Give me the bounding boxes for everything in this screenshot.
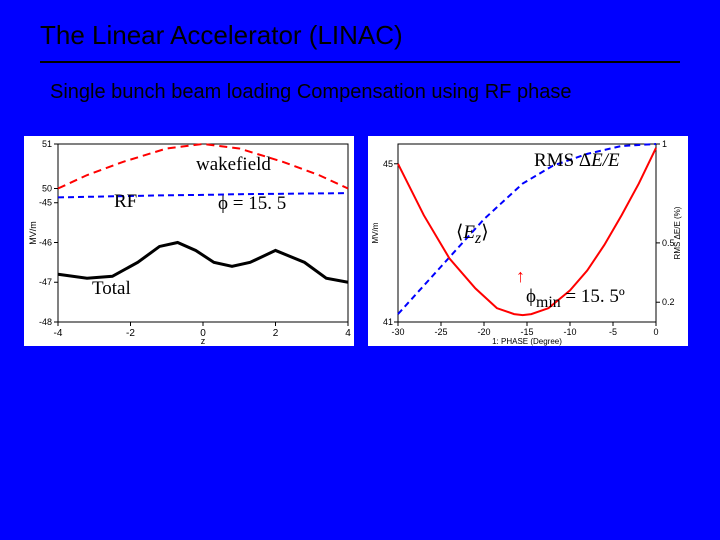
label-ez-close: ⟩ [481, 222, 488, 243]
svg-text:50: 50 [42, 184, 52, 194]
label-rms-delta: Δ [579, 150, 591, 171]
svg-text:-48: -48 [39, 317, 52, 327]
svg-text:-10: -10 [563, 327, 576, 337]
svg-text:-5: -5 [609, 327, 617, 337]
chart-right-svg: -30 -25 -20 -15 -10 -5 0 1: PHASE (Degree) 41 45 M… [368, 136, 688, 346]
svg-text:0: 0 [653, 327, 658, 337]
label-rms-pre: RMS [534, 150, 579, 171]
arrow-phimin-icon: ↑ [516, 267, 525, 285]
svg-text:-25: -25 [434, 327, 447, 337]
label-phi: ϕ = 15. 5 [218, 193, 286, 215]
chart-right-phase: -30 -25 -20 -15 -10 -5 0 1: PHASE (Degree) 41 45 M… [368, 136, 688, 346]
svg-text:z: z [201, 336, 206, 346]
svg-text:-2: -2 [126, 328, 135, 339]
label-ez-e: E [463, 222, 475, 243]
chart-row: -4-2024z-48-47-46-455051MV/m wakefield R… [0, 104, 720, 346]
svg-text:41: 41 [383, 317, 393, 327]
label-rms-dee: RMS ΔE/E [534, 150, 620, 172]
svg-text:51: 51 [42, 139, 52, 149]
svg-text:1: PHASE (Degree): 1: PHASE (Degree) [492, 337, 562, 346]
chart-left-svg: -4-2024z-48-47-46-455051MV/m [24, 136, 354, 346]
svg-text:MV/m: MV/m [371, 222, 380, 243]
svg-text:-4: -4 [54, 328, 63, 339]
svg-text:RMS ΔE/E (%): RMS ΔE/E (%) [673, 206, 682, 259]
svg-text:4: 4 [345, 328, 351, 339]
label-rms-ital: E/E [591, 150, 620, 171]
label-rf: RF [114, 191, 137, 213]
label-total: Total [92, 278, 131, 300]
svg-text:-47: -47 [39, 277, 52, 287]
svg-text:45: 45 [383, 159, 393, 169]
svg-text:-46: -46 [39, 237, 52, 247]
page-title: The Linear Accelerator (LINAC) [0, 0, 720, 57]
svg-text:-45: -45 [39, 198, 52, 208]
svg-text:2: 2 [273, 328, 279, 339]
chart-left-wakefield: -4-2024z-48-47-46-455051MV/m wakefield R… [24, 136, 354, 346]
svg-text:-30: -30 [391, 327, 404, 337]
label-phimin-post: = 15. 5º [561, 286, 625, 307]
label-ez: ⟨Ez⟩ [456, 221, 489, 248]
label-wakefield: wakefield [196, 154, 271, 176]
label-phimin-phi: ϕ [526, 286, 536, 307]
page-subtitle: Single bunch beam loading Compensation u… [0, 63, 720, 104]
svg-text:0.2: 0.2 [662, 297, 675, 307]
svg-text:MV/m: MV/m [28, 221, 38, 245]
svg-text:-20: -20 [477, 327, 490, 337]
svg-text:1: 1 [662, 139, 667, 149]
label-phimin: ϕmin = 15. 5º [526, 286, 625, 312]
label-phimin-sub: min [536, 294, 561, 311]
svg-text:-15: -15 [520, 327, 533, 337]
